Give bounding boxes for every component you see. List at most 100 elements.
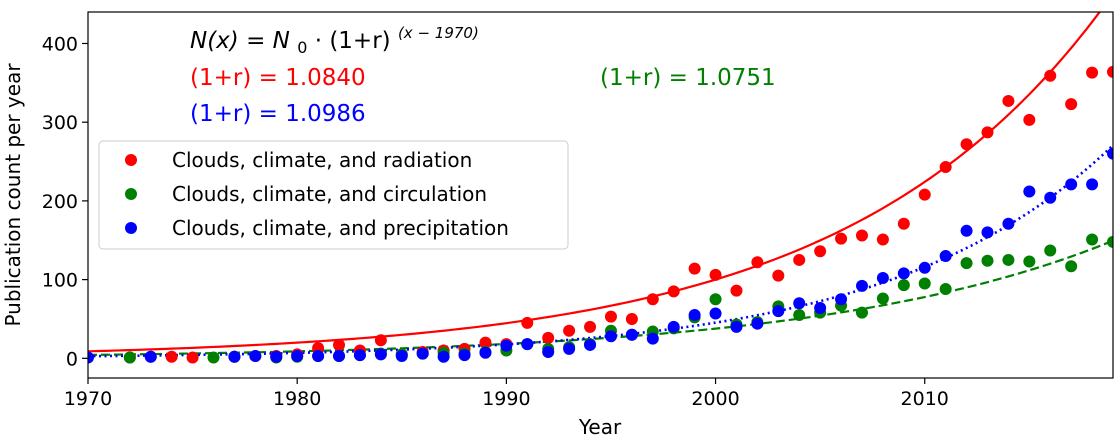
formula-lhs: N(x) — [190, 28, 239, 54]
data-point — [625, 328, 638, 341]
data-point — [144, 350, 157, 363]
data-point — [1065, 98, 1078, 111]
data-point — [333, 338, 346, 351]
x-axis-ticks: 1970 1980 1990 2000 2010 — [64, 378, 949, 410]
data-point — [939, 161, 952, 174]
x-tick-label: 2000 — [691, 388, 739, 410]
data-point — [960, 257, 973, 270]
data-point — [1065, 260, 1078, 273]
y-axis-label: Publication count per year — [1, 63, 25, 327]
data-point — [730, 320, 743, 333]
data-point — [249, 349, 262, 362]
data-point — [688, 309, 701, 322]
data-point — [604, 310, 617, 323]
data-point — [1086, 178, 1099, 191]
data-point — [793, 253, 806, 266]
x-tick-label: 1970 — [64, 388, 112, 410]
data-point — [688, 262, 701, 275]
formula-mid: · (1+r) — [315, 28, 391, 54]
data-point — [855, 306, 868, 319]
data-point — [395, 349, 408, 362]
data-point — [542, 331, 555, 344]
data-point — [751, 256, 764, 269]
data-point — [1002, 253, 1015, 266]
data-point — [563, 342, 576, 355]
data-point — [165, 350, 178, 363]
legend-label-circulation: Clouds, climate, and circulation — [172, 182, 487, 206]
y-tick-label: 300 — [42, 112, 78, 134]
data-point — [1044, 191, 1057, 204]
formula-exponent: (x − 1970) — [398, 24, 479, 42]
data-point — [814, 245, 827, 258]
data-point — [333, 349, 346, 362]
data-point — [1044, 69, 1057, 82]
data-point — [374, 334, 387, 347]
x-tick-label: 1980 — [273, 388, 321, 410]
data-point — [123, 351, 136, 364]
data-point — [1023, 113, 1036, 126]
data-point — [1023, 185, 1036, 198]
data-point — [835, 232, 848, 245]
data-point — [374, 348, 387, 361]
annotation-radiation-rate: (1+r) = 1.0840 — [190, 65, 366, 91]
data-point — [918, 261, 931, 274]
data-point — [1044, 244, 1057, 257]
data-point — [270, 350, 283, 363]
data-point — [897, 279, 910, 292]
data-point — [897, 267, 910, 280]
data-point — [584, 338, 597, 351]
data-point — [1086, 66, 1099, 79]
data-point — [1023, 255, 1036, 268]
data-point — [1002, 94, 1015, 107]
data-point — [939, 250, 952, 262]
formula-n0-sub: 0 — [297, 38, 307, 57]
data-point — [1002, 217, 1015, 230]
y-tick-label: 100 — [42, 270, 78, 292]
data-point — [228, 350, 241, 363]
data-point — [814, 301, 827, 314]
data-point — [207, 351, 220, 364]
data-point — [751, 317, 764, 330]
data-point — [479, 346, 492, 359]
data-point — [646, 293, 659, 306]
legend-marker-circulation — [125, 188, 137, 200]
legend-marker-radiation — [125, 154, 137, 166]
legend-label-radiation: Clouds, climate, and radiation — [172, 148, 472, 172]
legend-label-precipitation: Clouds, climate, and precipitation — [172, 216, 509, 240]
data-point — [604, 330, 617, 343]
data-point — [625, 312, 638, 325]
y-tick-label: 400 — [42, 33, 78, 55]
data-point — [730, 284, 743, 297]
data-points — [88, 65, 1113, 364]
x-tick-label: 2010 — [901, 388, 949, 410]
data-point — [793, 297, 806, 310]
data-point — [667, 285, 680, 298]
data-point — [1086, 233, 1099, 246]
y-axis-ticks: 0 100 200 300 400 — [42, 33, 88, 370]
legend-marker-precipitation — [125, 222, 137, 234]
formula-n0: N — [273, 28, 290, 54]
data-point — [353, 349, 366, 362]
data-point — [584, 320, 597, 333]
data-point — [772, 269, 785, 282]
data-point — [855, 279, 868, 292]
y-tick-label: 0 — [66, 348, 78, 370]
data-point — [1107, 147, 1113, 160]
data-point — [479, 336, 492, 349]
data-point — [876, 233, 889, 246]
data-point — [876, 292, 889, 305]
data-point — [521, 316, 534, 329]
data-point — [291, 349, 304, 362]
annotation-precipitation-rate: (1+r) = 1.0986 — [190, 101, 366, 127]
x-axis-label: Year — [578, 415, 622, 439]
formula-eq: = — [246, 28, 273, 54]
legend-box — [98, 140, 569, 250]
data-point — [646, 332, 659, 345]
data-point — [186, 351, 199, 364]
data-point — [563, 324, 576, 337]
data-point — [772, 305, 785, 318]
data-point — [793, 309, 806, 322]
data-point — [876, 272, 889, 285]
data-point — [960, 138, 973, 151]
